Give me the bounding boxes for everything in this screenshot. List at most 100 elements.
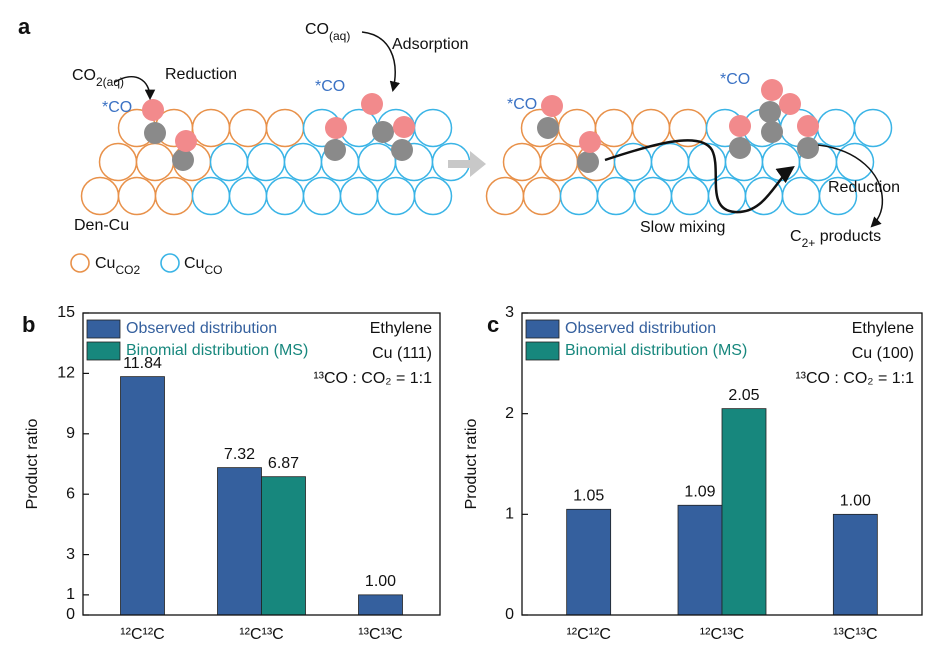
species-label: CO2(aq) — [72, 67, 124, 89]
carbon — [391, 139, 413, 161]
cu-atom — [339, 176, 379, 216]
y-tick-label: 0 — [66, 606, 75, 623]
oxygen — [761, 79, 783, 101]
carbon — [372, 121, 394, 143]
label: Reduction — [165, 66, 237, 83]
oxygen — [393, 116, 415, 138]
arrow — [361, 31, 401, 93]
value-label: 1.05 — [573, 488, 604, 505]
legend-label: Binomial distribution (MS) — [565, 342, 747, 359]
label: Reduction — [828, 179, 900, 196]
cu-atom — [650, 142, 690, 182]
cu-atom — [376, 176, 416, 216]
panel-label: c — [487, 312, 499, 337]
cu-atom — [816, 108, 856, 148]
legend-label: CuCO — [184, 255, 222, 277]
cu-atom — [559, 176, 599, 216]
cu-atom — [413, 176, 453, 216]
cu-atom — [209, 142, 249, 182]
y-tick-label: 12 — [57, 365, 75, 382]
cu-atom — [633, 176, 673, 216]
text-part: CO2 — [115, 263, 140, 277]
oxygen — [325, 117, 347, 139]
cu-atom — [613, 142, 653, 182]
label: *CO — [720, 71, 750, 88]
oxygen — [579, 131, 601, 153]
carbon — [577, 151, 599, 173]
legend-swatch — [525, 341, 560, 361]
x-tick-label: ¹²C¹³C — [239, 626, 283, 643]
oxygen — [142, 99, 164, 121]
value-label: 6.87 — [268, 455, 299, 472]
cu-atom — [117, 176, 157, 216]
carbon — [324, 139, 346, 161]
oxygen — [729, 115, 751, 137]
oxygen — [361, 93, 383, 115]
x-tick-label: ¹²C¹²C — [566, 626, 610, 643]
cu-atom — [502, 142, 542, 182]
cu-atom — [413, 108, 453, 148]
x-tick-label: ¹³C¹³C — [358, 626, 402, 643]
cu-atom — [228, 176, 268, 216]
panel-label: b — [22, 312, 35, 337]
molecules — [142, 79, 819, 173]
y-tick-label: 3 — [505, 304, 514, 321]
y-tick-label: 1 — [66, 586, 75, 603]
label: Adsorption — [392, 36, 469, 53]
annotation: Cu (100) — [852, 345, 914, 362]
cu-atom — [191, 176, 231, 216]
cu-atom — [670, 176, 710, 216]
cu-atom — [522, 176, 562, 216]
axis-frame — [82, 312, 441, 616]
cu-atom — [596, 176, 636, 216]
bar — [120, 376, 165, 616]
cu-atom — [154, 176, 194, 216]
value-label: 7.32 — [224, 446, 255, 463]
panel-label: a — [18, 14, 31, 39]
annotation: ¹³CO : CO₂ = 1:1 — [795, 370, 914, 387]
cu-atom — [228, 108, 268, 148]
cu-atom — [818, 176, 858, 216]
cu-atom — [594, 108, 634, 148]
text-part: (aq) — [329, 29, 350, 43]
value-label: 11.84 — [123, 355, 162, 372]
text-part: Cu — [184, 255, 204, 272]
legend-label: Binomial distribution (MS) — [126, 342, 308, 359]
legend-swatch — [86, 341, 121, 361]
cu-atom — [781, 176, 821, 216]
cu-atom — [853, 108, 893, 148]
carbon — [761, 121, 783, 143]
y-tick-label: 15 — [57, 304, 75, 321]
bar — [677, 504, 723, 616]
text-part: Cu — [95, 255, 115, 272]
label: C2+ products — [790, 228, 881, 250]
annotation: ¹³CO : CO₂ = 1:1 — [313, 370, 432, 387]
y-tick-label: 0 — [505, 606, 514, 623]
cu-atom — [98, 142, 138, 182]
carbon — [144, 122, 166, 144]
label: *CO — [315, 78, 345, 95]
legend-label: CuCO2 — [95, 255, 140, 277]
text-part: C — [790, 228, 802, 245]
value-label: 2.05 — [728, 387, 759, 404]
value-label: 1.09 — [684, 483, 715, 500]
oxygen — [779, 93, 801, 115]
annotation: Ethylene — [852, 320, 914, 337]
axis-frame — [521, 312, 923, 616]
legend-swatch — [70, 253, 90, 273]
cu-atom — [80, 176, 120, 216]
cu-atom — [246, 142, 286, 182]
carbon — [759, 101, 781, 123]
cu-atom — [357, 142, 397, 182]
cu-atom — [191, 108, 231, 148]
cu-atom — [283, 142, 323, 182]
mixing-arrow — [604, 139, 795, 214]
carbon — [172, 149, 194, 171]
cu-atom — [485, 176, 525, 216]
y-tick-label: 3 — [66, 546, 75, 563]
y-tick-label: 1 — [505, 506, 514, 523]
oxygen — [541, 95, 563, 117]
annotation: Cu (111) — [372, 345, 432, 362]
y-tick-label: 6 — [66, 485, 75, 502]
